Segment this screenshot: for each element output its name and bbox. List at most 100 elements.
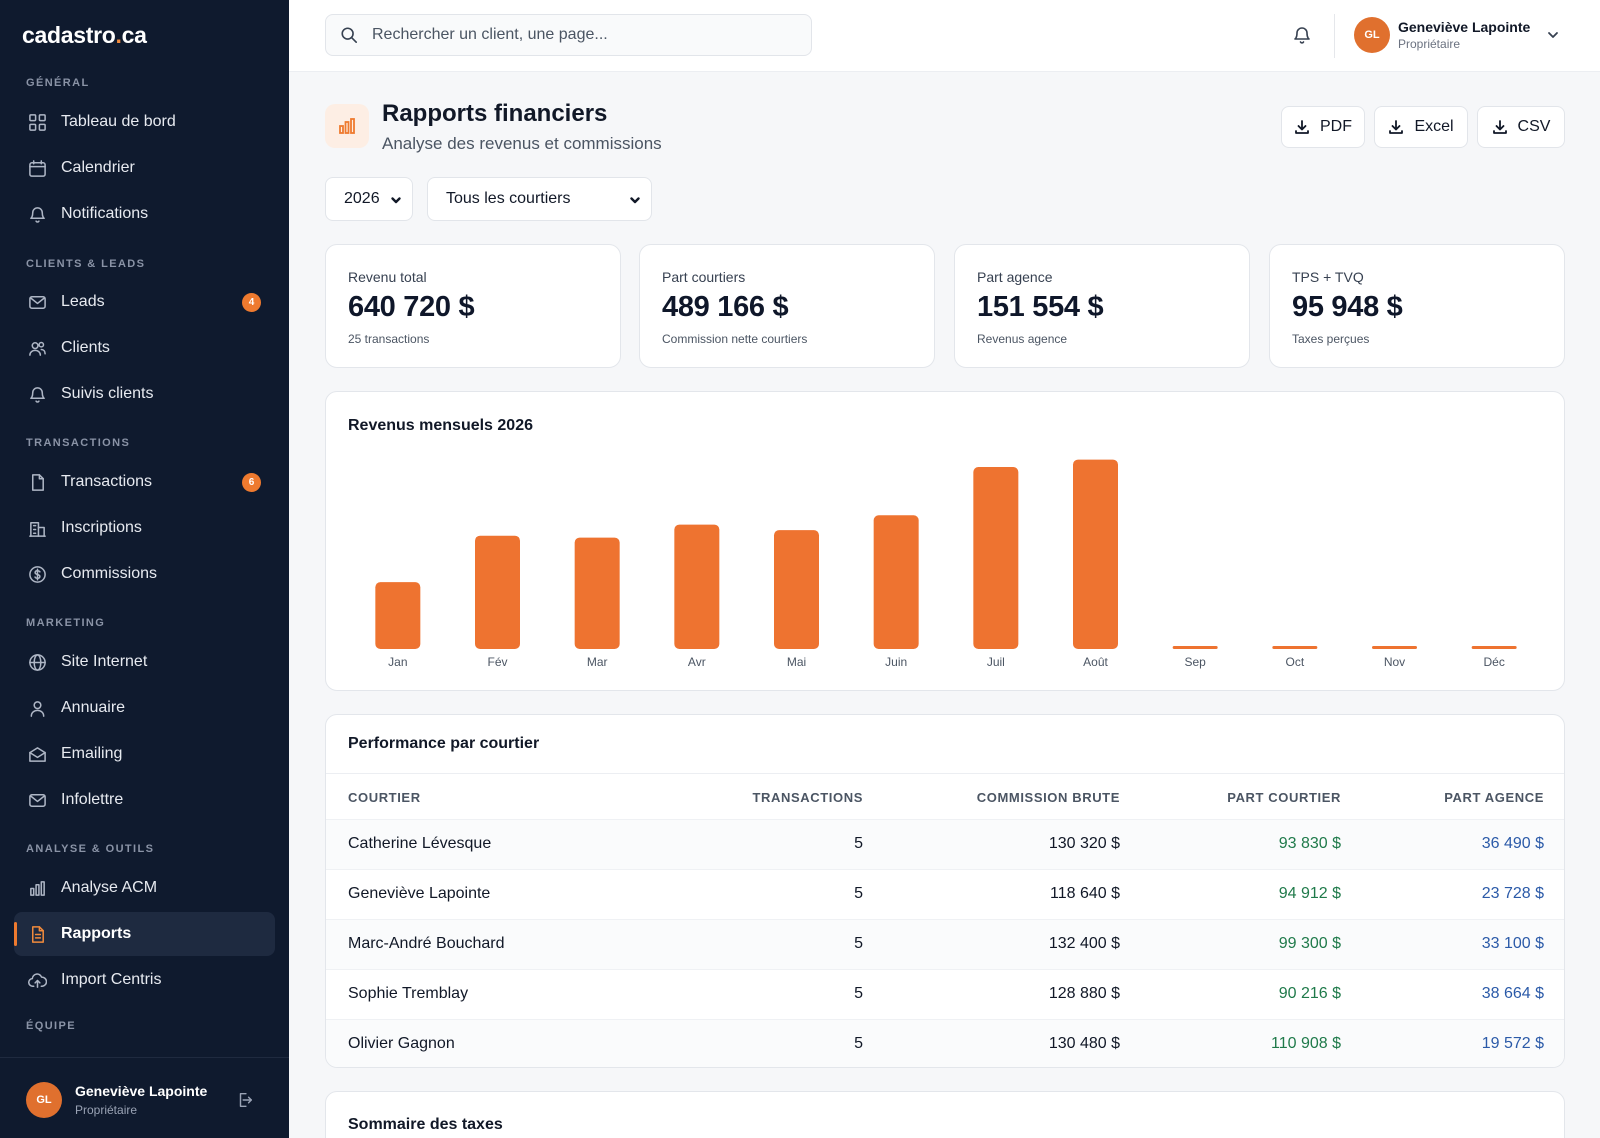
kpi-card-taxes: TPS + TVQ 95 948 $ Taxes perçues [1269,244,1565,368]
sidebar-user-panel: GL Geneviève Lapointe Propriétaire [0,1057,289,1138]
chevron-down-icon [629,193,641,205]
cell-agency-share: 33 100 $ [1481,935,1544,952]
cell-agency-share: 38 664 $ [1481,985,1544,1002]
download-icon [1295,120,1309,134]
kpi-subtext: Taxes perçues [1292,332,1370,346]
kpi-subtext: 25 transactions [348,332,430,346]
sidebar-item-notifications[interactable]: Notifications [14,192,275,236]
monthly-revenue-chart-card: Revenus mensuels 2026 Jan Fév Mar Avr Mai Jui… [325,391,1565,691]
bell-icon [27,384,47,404]
sidebar-item-import-centris[interactable]: Import Centris [14,958,275,1002]
export-excel-button[interactable]: Excel [1374,106,1468,148]
sidebar-item-calendrier[interactable]: Calendrier [14,146,275,190]
col-header-part-courtier[interactable]: PART COURTIER [1227,790,1341,805]
year-select[interactable]: 2026 [325,177,413,221]
section-clients-leads: CLIENTS & LEADS [26,258,146,270]
tax-summary-card: Sommaire des taxes [325,1091,1565,1138]
col-header-transactions[interactable]: TRANSACTIONS [752,790,863,805]
avatar[interactable]: GL [1354,17,1390,53]
cell-broker-name: Marc-André Bouchard [348,935,505,952]
cell-agency-share: 36 490 $ [1481,835,1544,852]
search-box[interactable] [325,14,812,56]
bar-10[interactable] [1372,646,1417,649]
bar-4[interactable] [774,530,819,649]
bar-0[interactable] [375,582,421,649]
bar-8[interactable] [1172,646,1218,649]
sidebar-item-site-internet[interactable]: Site Internet [14,640,275,684]
sidebar-item-label: Clients [61,339,110,356]
kpi-subtext: Revenus agence [977,332,1068,346]
logout-icon[interactable] [236,1091,254,1109]
bar-2[interactable] [574,537,620,649]
sidebar-item-rapports[interactable]: Rapports [14,912,275,956]
sidebar-item-transactions[interactable]: Transactions 6 [14,460,275,504]
x-tick-label: Sep [1184,655,1206,669]
cell-gross-commission: 130 320 $ [1048,835,1120,852]
sidebar-item-label: Emailing [61,745,123,762]
chart-title: Revenus mensuels 2026 [348,417,533,434]
table-title: Performance par courtier [348,735,540,752]
sidebar-item-leads[interactable]: Leads 4 [14,280,275,324]
table-row[interactable]: Olivier Gagnon 5 130 480 $ 110 908 $ 19 572 … [326,1019,1564,1067]
bar-6[interactable] [973,467,1019,649]
bar-11[interactable] [1471,646,1517,649]
export-csv-button[interactable]: CSV [1477,106,1565,148]
sidebar-item-infolettre[interactable]: Infolettre [14,778,275,822]
table-row[interactable]: Sophie Tremblay 5 128 880 $ 90 216 $ 38 664 … [326,969,1564,1019]
sidebar-item-annuaire[interactable]: Annuaire [14,686,275,730]
page-subtitle: Analyse des revenus et commissions [382,134,662,153]
x-tick-label: Mai [787,655,806,669]
sidebar-item-label: Commissions [61,565,158,582]
search-input[interactable] [372,26,792,44]
sidebar-item-emailing[interactable]: Emailing [14,732,275,776]
grid-icon [27,112,47,132]
notifications-bell-icon[interactable] [1292,25,1314,47]
user-role: Propriétaire [1398,37,1461,51]
sidebar-item-label: Notifications [61,205,149,222]
chevron-down-icon [390,193,402,205]
sidebar-item-suivis-clients[interactable]: Suivis clients [14,372,275,416]
x-tick-label: Mar [587,655,608,669]
cell-broker-share: 110 908 $ [1271,1035,1341,1052]
col-header-courtier[interactable]: COURTIER [348,790,421,805]
chevron-down-icon[interactable] [1546,28,1560,42]
table-header: COURTIER TRANSACTIONS COMMISSION BRUTE P… [326,773,1564,819]
avatar[interactable]: GL [26,1082,62,1118]
bar-9[interactable] [1272,646,1318,649]
sidebar-item-inscriptions[interactable]: Inscriptions [14,506,275,550]
sidebar-item-clients[interactable]: Clients [14,326,275,370]
bar-3[interactable] [674,524,720,649]
bar-7[interactable] [1073,459,1118,649]
kpi-label: Revenu total [348,269,427,285]
export-pdf-button[interactable]: PDF [1281,106,1365,148]
bar-chart-icon [27,878,47,898]
cell-gross-commission: 128 880 $ [1048,985,1120,1002]
kpi-value: 489 166 $ [662,291,789,323]
table-row[interactable]: Geneviève Lapointe 5 118 640 $ 94 912 $ 23 7… [326,869,1564,919]
building-icon [27,518,47,538]
cell-broker-share: 99 300 $ [1278,935,1341,952]
sidebar-item-label: Annuaire [61,699,126,716]
broker-select[interactable]: Tous les courtiers [427,177,652,221]
sidebar-item-label: Transactions [61,473,152,490]
cell-gross-commission: 118 640 $ [1050,885,1120,902]
bar-1[interactable] [475,535,520,649]
file-icon [27,472,47,492]
cell-broker-share: 90 216 $ [1278,985,1341,1002]
kpi-card-part-courtiers: Part courtiers 489 166 $ Commission nett… [639,244,935,368]
table-row[interactable]: Marc-André Bouchard 5 132 400 $ 99 300 $ 33 … [326,919,1564,969]
table-row[interactable]: Catherine Lévesque 5 130 320 $ 93 830 $ 36 4… [326,819,1564,869]
section-transactions: TRANSACTIONS [26,437,131,449]
sidebar-item-commissions[interactable]: Commissions [14,552,275,596]
cell-transactions-count: 5 [854,985,863,1002]
search-icon [341,27,358,44]
bar-5[interactable] [873,515,919,649]
divider [1334,14,1335,58]
col-header-part-agence[interactable]: PART AGENCE [1444,790,1544,805]
app-logo[interactable]: cadastro.ca [22,22,147,48]
sidebar-item-analyse-acm[interactable]: Analyse ACM [14,866,275,910]
sidebar-item-tableau-de-bord[interactable]: Tableau de bord [14,100,275,144]
cell-transactions-count: 5 [854,885,863,902]
bar-chart-icon [325,104,369,148]
col-header-commission-brute[interactable]: COMMISSION BRUTE [976,790,1120,805]
